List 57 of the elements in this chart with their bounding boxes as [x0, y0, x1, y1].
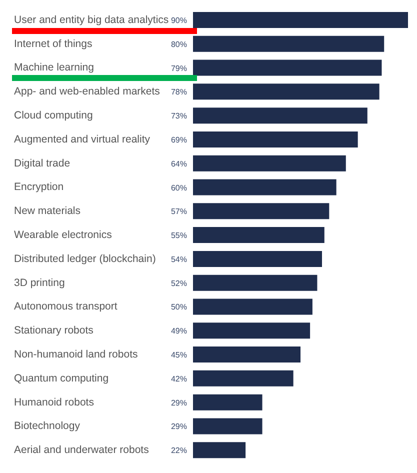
- data-label: 29%: [170, 422, 187, 432]
- data-label: 57%: [170, 207, 187, 216]
- bar: [193, 203, 330, 220]
- y-tick-label: New materials: [14, 205, 81, 218]
- bar: [193, 322, 310, 339]
- data-label: 80%: [170, 40, 187, 49]
- y-tick-label: Augmented and virtual reality: [14, 133, 151, 146]
- y-tick-label: User and entity big data analytics: [14, 14, 169, 26]
- y-tick-label: Aerial and underwater robots: [14, 444, 149, 456]
- bar: [193, 36, 384, 52]
- y-tick-label: Biotechnology: [14, 420, 81, 432]
- data-label: 60%: [170, 183, 187, 192]
- data-label: 64%: [170, 159, 187, 168]
- data-label: 69%: [170, 135, 187, 144]
- data-label: 49%: [170, 326, 187, 336]
- y-tick-label: Distributed ledger (blockchain): [14, 252, 156, 265]
- y-tick-label: Machine learning: [14, 62, 94, 74]
- bar: [193, 418, 262, 434]
- data-label: 90%: [170, 16, 187, 25]
- y-tick-label: Quantum computing: [14, 372, 109, 384]
- data-label: 50%: [170, 302, 187, 312]
- data-label: 78%: [170, 88, 187, 97]
- y-tick-label: Encryption: [14, 181, 64, 194]
- bar: [193, 227, 324, 244]
- y-tick-label: Internet of things: [14, 38, 92, 50]
- bar: [193, 84, 380, 100]
- data-label: 73%: [170, 112, 187, 121]
- bar: [193, 442, 246, 458]
- data-label: 22%: [170, 446, 187, 456]
- bar: [193, 12, 408, 28]
- data-label: 55%: [170, 231, 187, 240]
- bar: [193, 394, 262, 410]
- y-tick-label: Stationary robots: [14, 324, 94, 337]
- bar: [193, 131, 358, 148]
- bar: [193, 250, 322, 267]
- bar: [193, 370, 294, 386]
- data-label: 52%: [170, 278, 187, 288]
- y-tick-label: Cloud computing: [14, 110, 93, 122]
- data-label: 54%: [170, 254, 187, 264]
- bar: [193, 155, 346, 172]
- y-tick-label: Autonomous transport: [14, 300, 118, 313]
- y-tick-label: 3D printing: [14, 276, 65, 289]
- y-tick-label: Non-humanoid land robots: [14, 348, 138, 360]
- y-tick-label: Digital trade: [14, 157, 70, 170]
- y-tick-label: Humanoid robots: [14, 396, 94, 408]
- bar: [193, 298, 312, 315]
- data-label: 29%: [170, 398, 187, 408]
- y-tick-label: Wearable electronics: [14, 229, 112, 241]
- y-tick-label: App- and web-enabled markets: [14, 86, 160, 98]
- bar: [193, 179, 336, 196]
- bar: [193, 346, 300, 363]
- data-label: 79%: [170, 64, 187, 73]
- bar: [193, 108, 368, 124]
- bar: [193, 60, 382, 76]
- data-label: 45%: [170, 350, 187, 360]
- data-label: 42%: [170, 374, 187, 384]
- bar: [193, 274, 318, 291]
